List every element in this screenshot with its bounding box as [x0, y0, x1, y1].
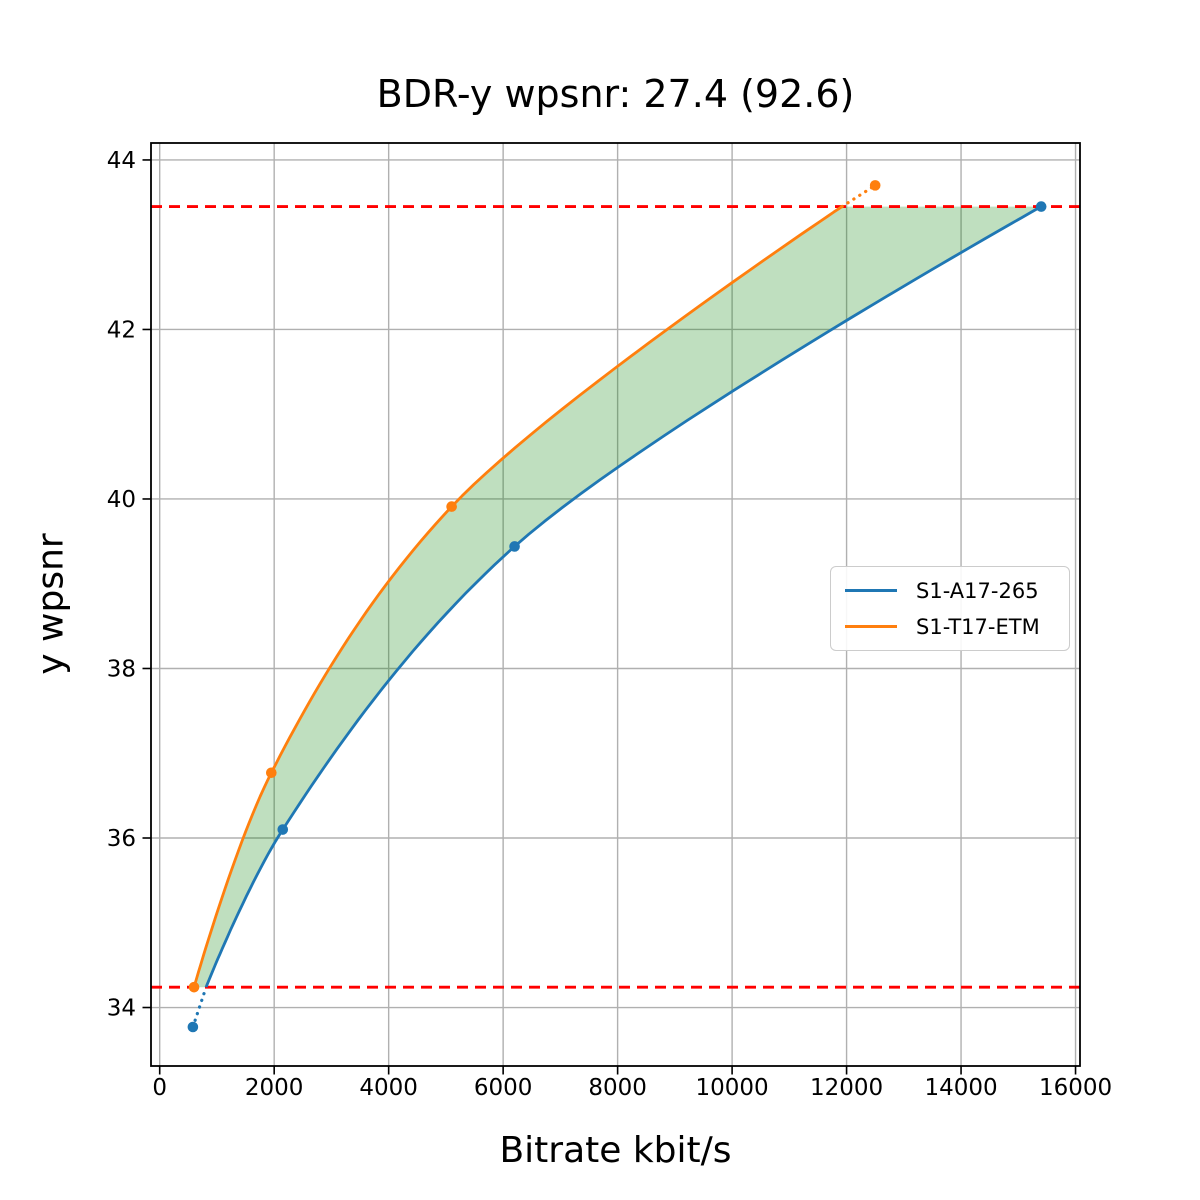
x-tick-label: 16000 [1039, 1075, 1112, 1101]
y-axis-label: y wpsnr [30, 533, 72, 675]
y-tick-label: 36 [107, 826, 136, 852]
legend-row: S1-A17-265 [845, 578, 1055, 603]
data-point-marker [266, 767, 277, 779]
x-tick-label: 12000 [810, 1075, 883, 1101]
legend-row: S1-T17-ETM [845, 614, 1055, 639]
y-tick-label: 42 [107, 317, 136, 343]
x-tick-label: 6000 [474, 1075, 533, 1101]
series-dotted-extension [191, 985, 208, 1029]
chart-title: BDR-y wpsnr: 27.4 (92.6) [376, 72, 855, 116]
data-point-marker [187, 1021, 199, 1033]
data-point-marker [446, 501, 457, 512]
y-tick-label: 38 [107, 656, 136, 682]
series-curve [192, 205, 843, 989]
data-point-marker [188, 981, 200, 993]
legend-label: S1-T17-ETM [916, 614, 1040, 639]
y-tick-label: 34 [107, 996, 136, 1022]
legend-line-swatch [845, 589, 897, 592]
data-point-marker [509, 541, 520, 552]
data-point-marker [869, 180, 881, 191]
data-point-marker [277, 824, 289, 835]
axis-ticks [142, 159, 1077, 1075]
x-axis-label: Bitrate kbit/s [499, 1130, 732, 1171]
x-tick-label: 14000 [924, 1075, 997, 1101]
x-tick-label: 0 [152, 1075, 167, 1101]
gridlines [151, 143, 1080, 1066]
overlap-limit-lines [151, 205, 1080, 989]
tick-labels: 0 2000 4000 6000 8000 10000 12000 14000 16000 34 3… [107, 148, 1112, 1101]
data-point-marker [1035, 201, 1047, 212]
y-tick-label: 44 [107, 148, 136, 174]
series-S1-A17-265 [187, 201, 1047, 1033]
x-tick-label: 8000 [588, 1075, 647, 1101]
legend: S1-A17-265 S1-T17-ETM [830, 566, 1070, 651]
series-S1-T17-ETM [188, 180, 881, 993]
x-tick-label: 2000 [245, 1075, 304, 1101]
legend-label: S1-A17-265 [916, 578, 1039, 603]
x-tick-label: 4000 [359, 1075, 418, 1101]
series-dotted-extension [840, 183, 877, 209]
plot-border [150, 142, 1081, 1067]
x-tick-label: 10000 [696, 1075, 769, 1101]
y-tick-label: 40 [107, 487, 136, 513]
legend-line-swatch [845, 625, 897, 628]
series-curve [204, 205, 1042, 989]
